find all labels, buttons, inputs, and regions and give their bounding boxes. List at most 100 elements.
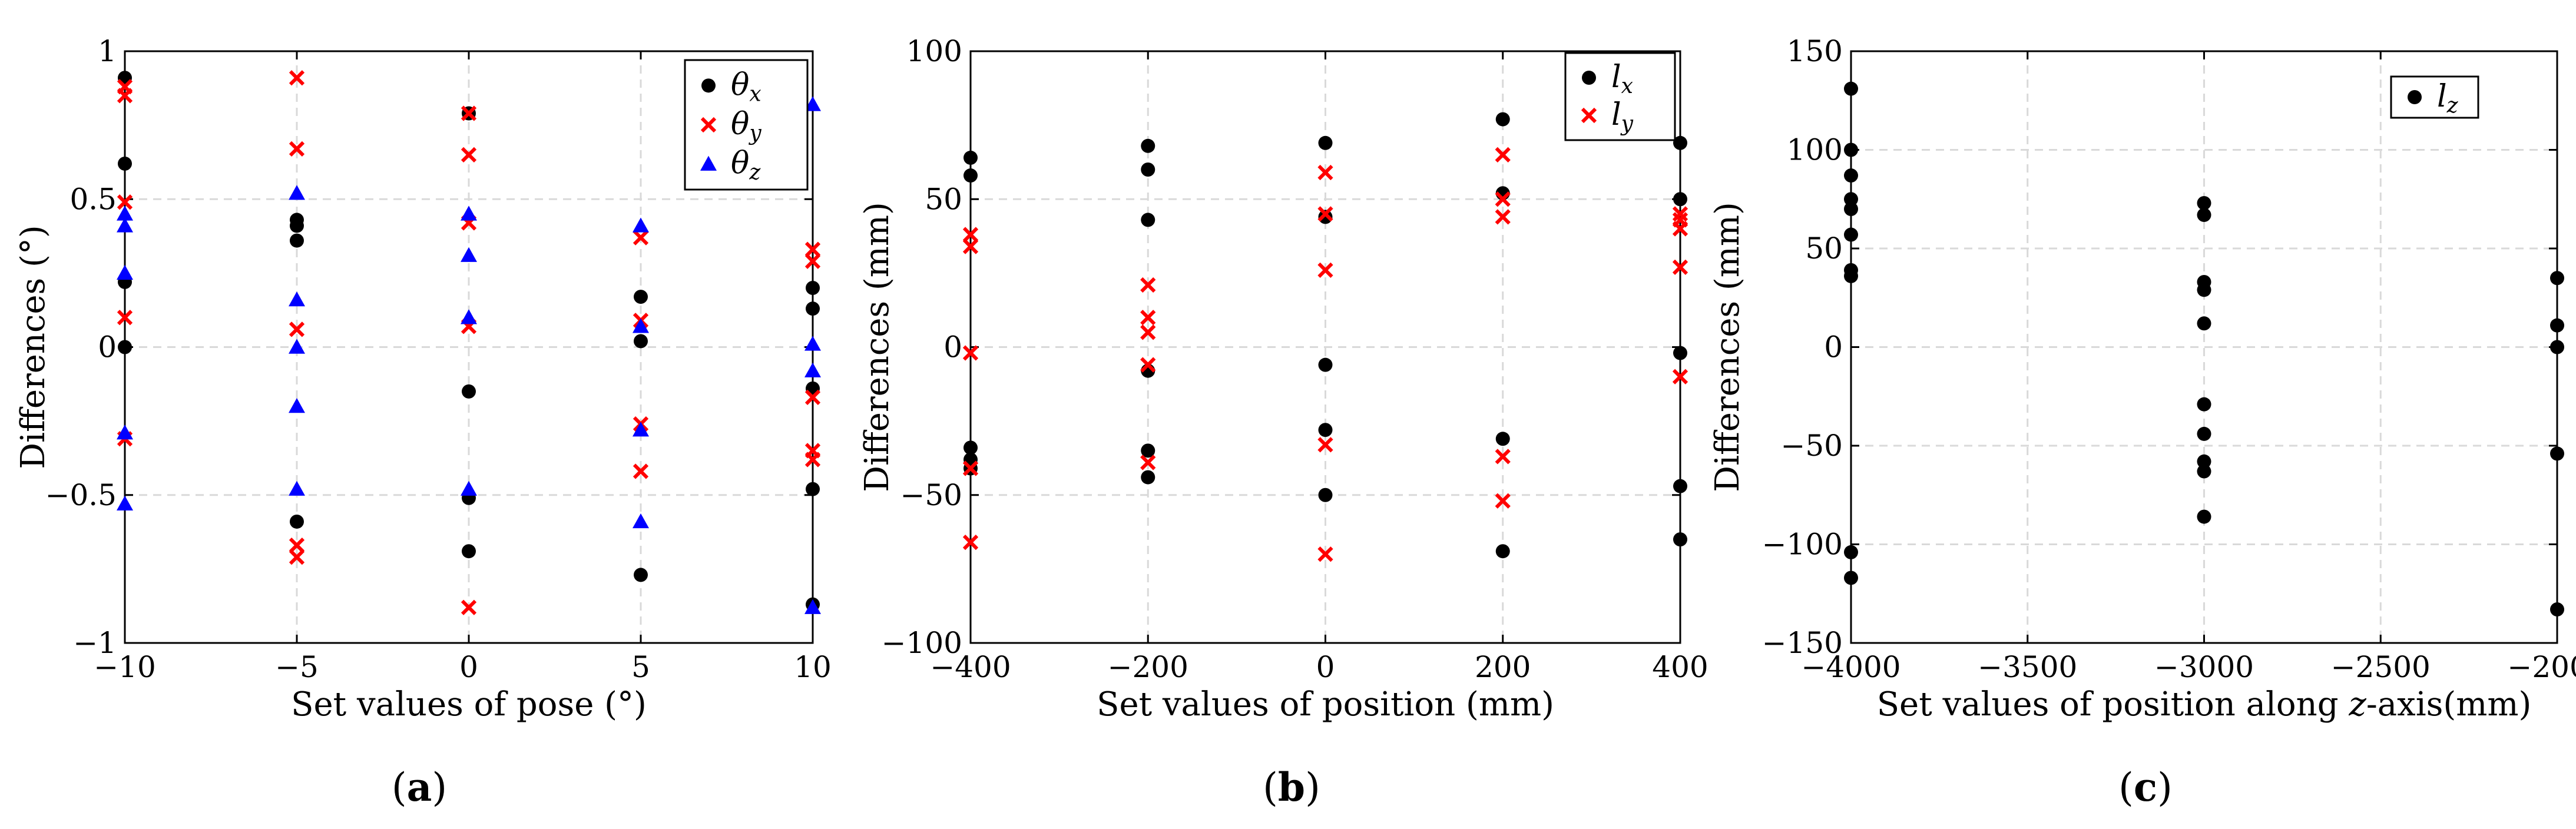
data-point — [962, 460, 979, 476]
data-point — [1141, 470, 1155, 485]
panel-label: (b) — [1263, 764, 1320, 810]
legend-label-main: θ — [731, 146, 749, 181]
data-point — [289, 480, 305, 496]
data-point — [804, 452, 821, 467]
data-point — [289, 141, 305, 157]
x-tick-label: −3000 — [2154, 650, 2254, 684]
legend-label: lx — [1611, 59, 1633, 98]
data-point — [804, 241, 821, 257]
panel-label-open: ( — [2118, 765, 2134, 810]
data-point — [289, 339, 305, 354]
y-tick-label: 100 — [1787, 133, 1843, 167]
data-point — [1317, 437, 1333, 453]
data-point — [117, 88, 133, 104]
series-ly — [962, 147, 1688, 562]
data-point — [1844, 142, 1858, 157]
data-point — [1495, 209, 1511, 225]
legend-label: θz — [731, 146, 761, 185]
data-point — [1141, 138, 1155, 153]
y-tick-label: 0 — [1824, 330, 1843, 364]
legend-label-main: l — [1611, 97, 1621, 132]
panel-label-open: ( — [392, 765, 407, 810]
data-point — [1495, 112, 1510, 127]
data-point — [2197, 195, 2211, 210]
x-axis-label-part: z — [2348, 685, 2366, 724]
data-point — [461, 480, 477, 496]
legend-label-sub: z — [749, 161, 761, 185]
data-point — [633, 463, 649, 479]
data-point — [1673, 346, 1687, 360]
data-point — [461, 599, 477, 615]
y-tick-label: 1 — [98, 34, 117, 68]
data-point — [117, 205, 133, 221]
data-point — [2197, 283, 2211, 297]
legend-label-sub: z — [2446, 94, 2459, 118]
data-point — [289, 185, 305, 200]
legend-marker — [1581, 107, 1597, 124]
data-point — [634, 290, 648, 304]
data-point — [1141, 213, 1155, 227]
data-point — [806, 301, 820, 316]
data-point — [1673, 532, 1687, 547]
legend: lz — [2390, 75, 2479, 119]
data-point — [1844, 81, 1858, 96]
legend-marker — [1582, 71, 1596, 85]
data-point — [804, 336, 821, 351]
data-point — [1141, 163, 1155, 177]
x-axis-label: Set values of pose (°) — [291, 685, 647, 724]
data-point — [290, 233, 304, 248]
x-tick-label: 200 — [1475, 650, 1531, 684]
data-point — [1141, 443, 1155, 458]
legend-label: ly — [1611, 97, 1634, 136]
data-point — [962, 238, 979, 254]
x-tick-label: 5 — [631, 650, 650, 684]
data-point — [1318, 210, 1333, 224]
data-point — [1318, 357, 1333, 372]
legend-label: lz — [2437, 79, 2459, 118]
x-tick-label: −200 — [1108, 650, 1188, 684]
data-point — [804, 599, 821, 614]
data-point — [289, 321, 305, 337]
y-tick-label: −1 — [73, 626, 117, 660]
legend-marker — [700, 117, 717, 133]
panel-label-letter: a — [407, 764, 432, 810]
data-point — [1672, 259, 1688, 275]
data-point — [462, 544, 476, 559]
chart-panel-b: −400 −200 0 200 400 −100 −50 0 50 100 Set values o… — [858, 34, 1708, 810]
data-point — [462, 384, 476, 399]
x-tick-label: 10 — [794, 650, 832, 684]
data-point — [117, 194, 133, 210]
data-point — [1317, 164, 1333, 181]
data-point — [2197, 316, 2211, 331]
data-point — [461, 205, 477, 221]
data-point — [289, 538, 305, 553]
data-point — [1844, 168, 1858, 183]
y-tick-label: 100 — [906, 34, 962, 68]
data-point — [289, 291, 305, 307]
data-point — [1140, 357, 1156, 373]
legend-box — [1564, 52, 1676, 141]
data-point — [117, 310, 133, 326]
data-point — [2550, 318, 2564, 333]
data-point — [804, 96, 821, 111]
data-point — [1140, 310, 1156, 326]
data-point — [117, 217, 133, 233]
y-tick-label: −0.5 — [45, 478, 117, 512]
data-point — [806, 482, 820, 496]
y-tick-label: −150 — [1762, 626, 1843, 660]
panel-label: (c) — [2118, 764, 2173, 810]
data-point — [118, 156, 132, 171]
data-point — [1318, 423, 1333, 437]
data-point — [461, 309, 477, 324]
panel-label-letter: b — [1278, 764, 1305, 810]
data-point — [963, 150, 978, 165]
data-point — [117, 264, 133, 280]
y-tick-label: −50 — [1780, 429, 1843, 463]
series-θz — [117, 96, 821, 614]
legend-label: θx — [731, 67, 761, 106]
panel-label-close: ) — [1305, 765, 1320, 810]
data-point — [290, 514, 304, 529]
